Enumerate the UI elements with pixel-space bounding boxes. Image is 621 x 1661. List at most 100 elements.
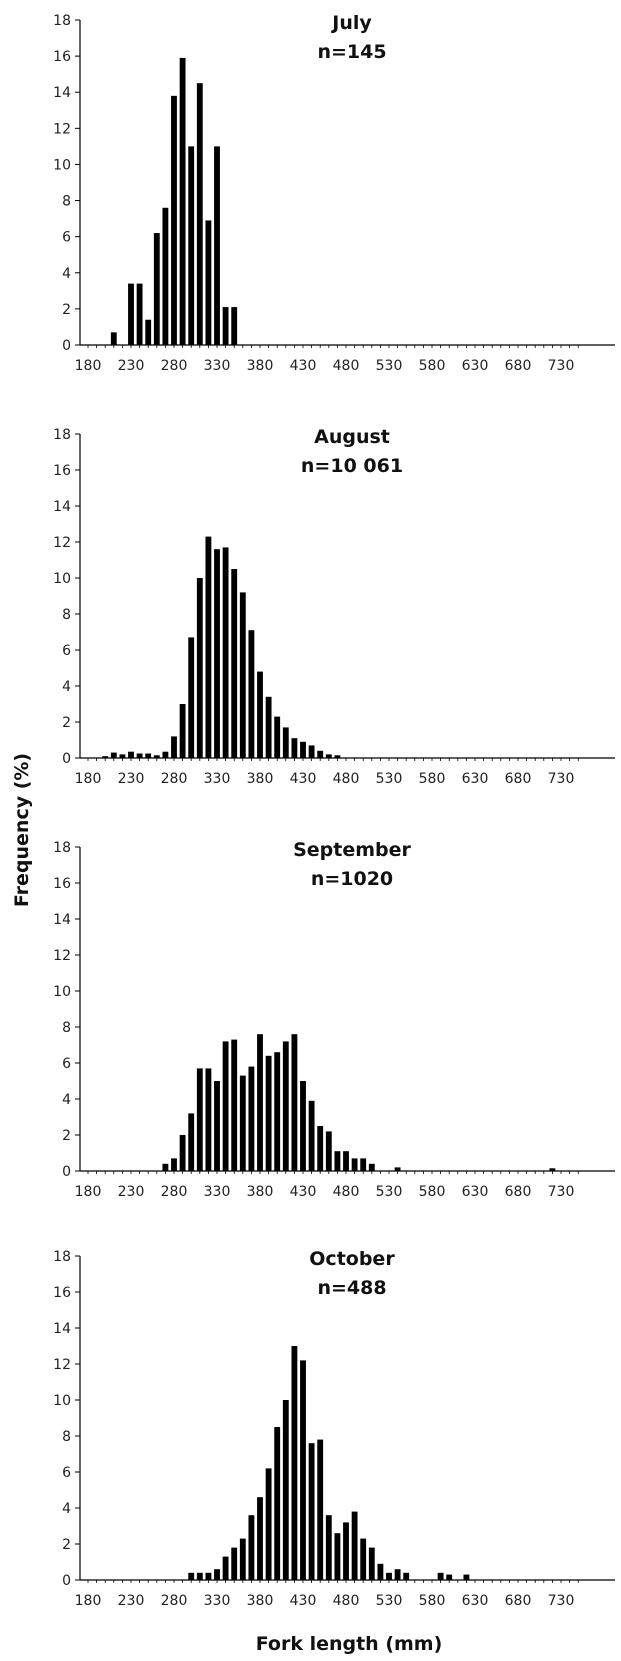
bar (257, 1034, 263, 1171)
panel-title: July (330, 12, 372, 34)
y-tick-label: 16 (53, 49, 71, 65)
y-tick-label: 0 (62, 751, 71, 767)
x-tick-label: 680 (505, 358, 532, 374)
x-tick-label: 380 (247, 771, 274, 787)
y-tick-label: 4 (62, 1092, 71, 1108)
y-tick-label: 2 (62, 302, 71, 318)
x-tick-label: 730 (548, 358, 575, 374)
x-tick-label: 580 (419, 771, 446, 787)
bar (196, 578, 203, 758)
bar (403, 1572, 410, 1580)
bar (282, 727, 289, 758)
bar (257, 671, 263, 758)
x-tick-label: 230 (118, 1184, 145, 1200)
x-tick-label: 580 (419, 1593, 446, 1609)
bar (162, 751, 169, 758)
bar (179, 704, 186, 758)
bar (308, 1100, 315, 1171)
x-tick-label: 580 (419, 358, 446, 374)
y-tick-label: 8 (62, 194, 71, 210)
y-tick-label: 2 (62, 1128, 71, 1144)
bar (300, 1081, 306, 1171)
bar (153, 755, 160, 758)
bar (128, 283, 134, 345)
x-tick-label: 580 (419, 1184, 446, 1200)
bar (188, 637, 195, 758)
bar (291, 738, 298, 758)
x-tick-label: 280 (161, 1593, 188, 1609)
x-tick-label: 330 (204, 1593, 231, 1609)
y-tick-label: 4 (62, 679, 71, 695)
bar (291, 1034, 298, 1171)
y-tick-label: 14 (53, 499, 71, 515)
y-tick-label: 6 (62, 643, 71, 659)
x-tick-label: 630 (462, 771, 489, 787)
y-tick-label: 4 (62, 1501, 71, 1517)
x-tick-label: 730 (548, 1593, 575, 1609)
bar (239, 1075, 246, 1171)
bar (394, 1167, 401, 1171)
panel-title: September (293, 839, 411, 861)
bar (231, 1547, 238, 1580)
y-tick-label: 10 (53, 571, 71, 587)
bar (145, 753, 152, 758)
bar (325, 1131, 332, 1171)
x-tick-label: 680 (505, 1184, 532, 1200)
bar (188, 146, 195, 345)
x-tick-label: 380 (247, 358, 274, 374)
bar (239, 592, 246, 758)
x-tick-label: 180 (75, 1593, 102, 1609)
x-tick-label: 230 (118, 771, 145, 787)
x-tick-label: 480 (333, 1184, 360, 1200)
y-tick-label: 18 (53, 13, 71, 29)
panel-sample-size: n=1020 (311, 868, 393, 890)
bar (231, 1039, 238, 1171)
y-tick-label: 16 (53, 876, 71, 892)
bar (351, 1511, 358, 1580)
y-tick-label: 10 (53, 157, 71, 173)
bar (171, 1158, 177, 1171)
bar (188, 1572, 195, 1580)
y-tick-label: 18 (53, 427, 71, 443)
x-tick-label: 430 (290, 771, 317, 787)
y-tick-label: 0 (62, 1164, 71, 1180)
bar (368, 1547, 375, 1580)
bar (334, 755, 341, 758)
y-tick-label: 14 (53, 912, 71, 928)
bar (136, 283, 143, 345)
bar (196, 83, 203, 345)
bar (196, 1572, 203, 1580)
bar (360, 1158, 367, 1171)
bar (437, 1572, 444, 1580)
bar (549, 1168, 556, 1171)
bar (265, 696, 272, 758)
x-tick-label: 430 (290, 1593, 317, 1609)
x-tick-label: 480 (333, 1593, 360, 1609)
panel-october: October n=488 0 2 4 6 8 10 12 14 16 18 180 230 280 330 3… (53, 1248, 615, 1609)
panel-sample-size: n=145 (317, 41, 386, 63)
x-tick-label: 330 (204, 358, 231, 374)
y-tick-label: 14 (53, 1321, 71, 1337)
x-tick-label: 430 (290, 358, 317, 374)
x-tick-label: 530 (376, 1184, 403, 1200)
bar (386, 1572, 392, 1580)
bar (317, 1126, 324, 1171)
y-axis-title: Frequency (%) (11, 753, 33, 907)
bar (265, 1468, 272, 1580)
bar (222, 307, 229, 345)
bar (343, 1522, 349, 1580)
x-tick-label: 730 (548, 1184, 575, 1200)
bar (446, 1574, 453, 1580)
x-tick-label: 180 (75, 358, 102, 374)
bar (377, 1563, 384, 1580)
x-tick-label: 280 (161, 358, 188, 374)
bar (205, 1572, 212, 1580)
x-tick-label: 680 (505, 771, 532, 787)
bar (179, 57, 186, 346)
panel-sample-size: n=488 (317, 1277, 386, 1299)
x-tick-label: 230 (118, 358, 145, 374)
bar (214, 549, 220, 758)
x-tick-label: 180 (75, 771, 102, 787)
bar (102, 756, 109, 758)
